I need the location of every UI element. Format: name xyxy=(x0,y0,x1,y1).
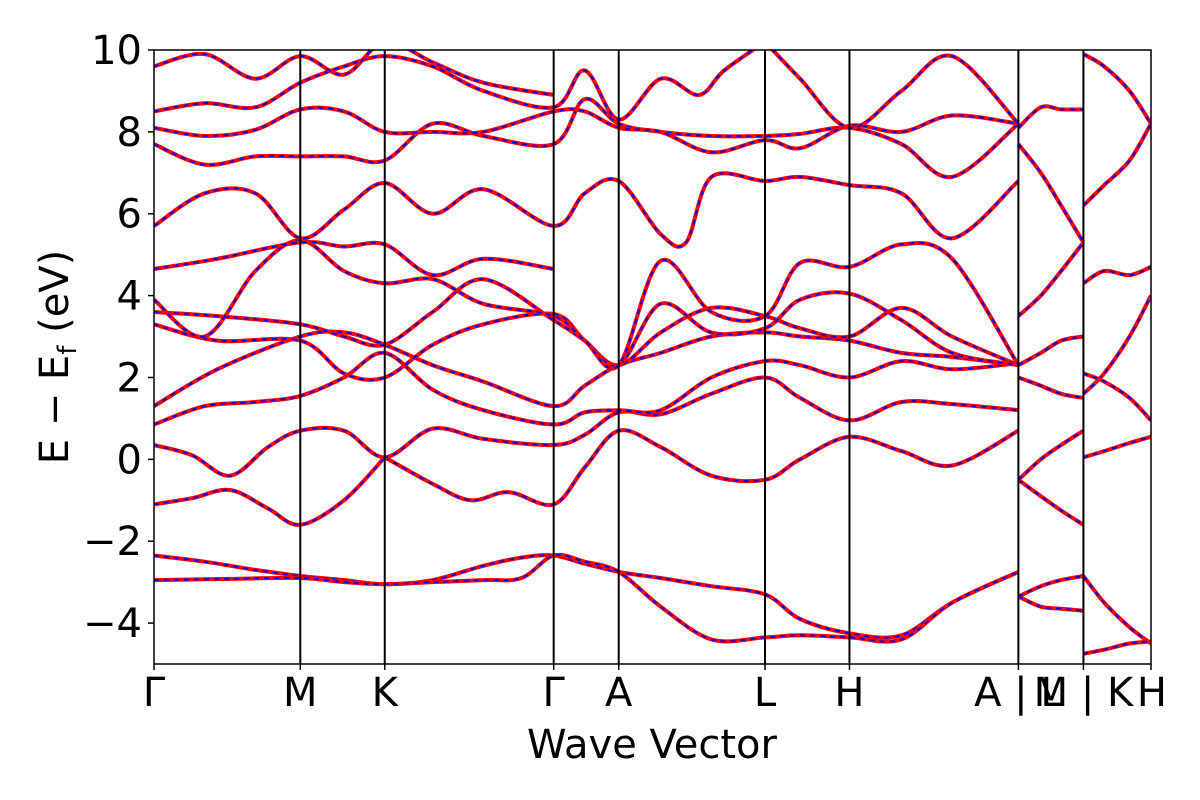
x-tick-label-2: K xyxy=(372,670,400,716)
band-line-dft-5 xyxy=(154,350,1019,427)
band-line-wannier-16 xyxy=(771,50,1020,129)
band-line-wannier-28 xyxy=(1083,435,1151,459)
band-line-dft-32 xyxy=(1082,122,1151,207)
x-tick-label-0: Γ xyxy=(143,670,166,716)
plot-frame xyxy=(153,49,1152,665)
band-line-wannier-2 xyxy=(154,456,386,526)
x-tick-label-7: A | L xyxy=(974,670,1063,716)
band-line-dft-2 xyxy=(154,455,387,527)
x-tick-label-4: A xyxy=(605,670,633,716)
band-line-dft-3 xyxy=(383,428,1020,508)
band-line-dft-33 xyxy=(1082,52,1151,125)
band-line-dft-24 xyxy=(1016,142,1086,244)
band-line-wannier-17 xyxy=(1017,595,1084,612)
y-tick-label-2: 0 xyxy=(117,437,142,483)
band-line-wannier-18 xyxy=(1017,575,1084,598)
band-line-dft-20 xyxy=(1017,429,1085,482)
band-line-wannier-0 xyxy=(154,554,1019,639)
band-line-wannier-33 xyxy=(1082,53,1151,125)
band-line-wannier-29 xyxy=(1082,295,1151,395)
y-tick-label-6: 8 xyxy=(117,110,142,156)
band-line-wannier-22 xyxy=(1017,335,1084,367)
high-symmetry-lines xyxy=(299,50,1085,664)
bands-group xyxy=(154,50,1151,656)
band-line-dft-26 xyxy=(1081,574,1151,646)
band-line-wannier-32 xyxy=(1082,123,1151,207)
y-tick-label-7: 10 xyxy=(91,28,142,74)
band-line-wannier-27 xyxy=(1083,640,1151,655)
band-line-wannier-20 xyxy=(1017,429,1084,481)
x-tick-label-3: Γ xyxy=(543,670,566,716)
band-line-wannier-31 xyxy=(1082,265,1151,285)
band-line-wannier-25 xyxy=(1017,105,1084,129)
band-line-dft-4 xyxy=(154,375,1019,478)
y-tick-label-1: −2 xyxy=(83,519,142,565)
y-tick-label-3: 2 xyxy=(117,355,142,401)
band-line-wannier-4 xyxy=(154,376,1019,477)
x-tick-label-8: M | K xyxy=(1034,670,1135,716)
band-line-dft-16 xyxy=(769,50,1020,130)
y-axis-label: E − Ef (eV) xyxy=(32,250,83,465)
x-axis-label: Wave Vector xyxy=(527,722,778,768)
y-axis-label-subscript: f xyxy=(53,345,83,355)
band-line-wannier-8 xyxy=(154,278,1019,368)
band-line-dft-11 xyxy=(154,171,1020,249)
band-line-wannier-3 xyxy=(384,429,1019,507)
y-axis-label-main: E − E xyxy=(32,355,78,465)
band-line-wannier-14 xyxy=(154,50,755,121)
y-tick-label-4: 4 xyxy=(117,274,142,320)
band-line-wannier-1 xyxy=(154,553,1019,643)
band-line-wannier-10 xyxy=(154,240,554,277)
band-line-wannier-15 xyxy=(154,50,554,96)
band-line-wannier-26 xyxy=(1082,575,1151,645)
band-line-wannier-11 xyxy=(154,172,1020,248)
x-tick-label-6: H xyxy=(834,670,864,716)
band-line-wannier-23 xyxy=(1017,241,1085,317)
band-line-dft-13 xyxy=(154,105,1019,155)
band-line-wannier-30 xyxy=(1083,372,1151,422)
y-axis-ticks: −4 −2 0 2 4 6 8 10 xyxy=(83,28,154,647)
band-line-dft-18 xyxy=(1017,574,1084,599)
x-tick-label-9: H xyxy=(1137,670,1167,716)
y-tick-label-5: 6 xyxy=(117,192,142,238)
band-line-dft-1 xyxy=(154,552,1020,644)
band-line-dft-30 xyxy=(1082,371,1151,422)
y-axis-label-unit: (eV) xyxy=(32,250,78,346)
band-line-dft-0 xyxy=(154,553,1020,640)
x-tick-label-5: L xyxy=(754,670,777,716)
band-line-wannier-21 xyxy=(1018,376,1084,399)
y-tick-label-0: −4 xyxy=(83,601,142,647)
x-tick-label-1: M xyxy=(283,670,318,716)
band-line-wannier-19 xyxy=(1017,478,1084,526)
